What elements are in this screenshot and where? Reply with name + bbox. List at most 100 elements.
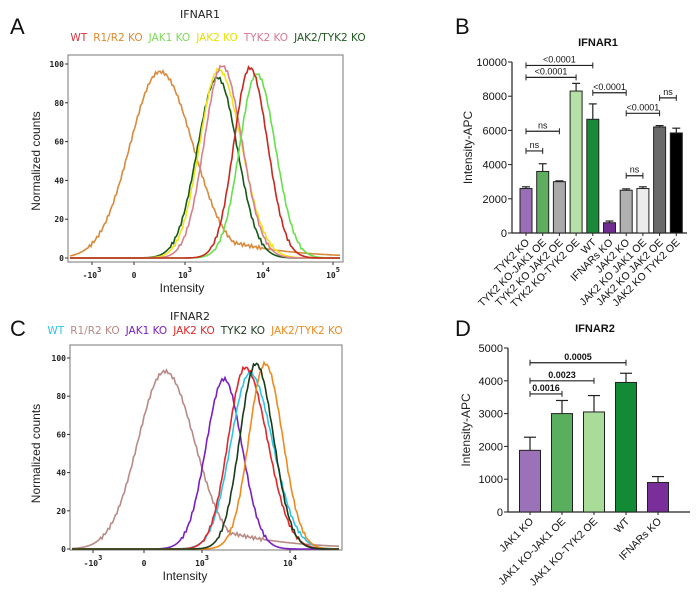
x-tick-exponent: 3 — [205, 554, 209, 562]
x-tick-exponent: 3 — [188, 266, 192, 274]
x-tick-label: WT — [612, 515, 632, 535]
y-tick-label: 60 — [56, 430, 66, 439]
bar — [636, 188, 650, 234]
y-tick-label: 80 — [56, 392, 66, 401]
legend-entry: TYK2 KO — [220, 325, 265, 337]
histogram-curve-tyk2-ko — [72, 362, 339, 550]
x-tick-label: 105 — [326, 266, 340, 280]
bar — [519, 449, 541, 513]
bar — [653, 126, 667, 234]
x-tick-base: 10 — [178, 271, 188, 280]
legend: WT R1/R2 KO JAK1 KO JAK2 KO TYK2 KO JAK2/TYK2… — [70, 32, 365, 44]
y-tick-label: 8000 — [483, 91, 507, 103]
y-tick-label: 4000 — [479, 376, 503, 388]
x-tick-label: 0 — [132, 271, 137, 280]
bar — [647, 481, 669, 513]
y-axis-label: Intensity-APC — [459, 393, 473, 467]
histogram-curve-wt — [70, 64, 340, 259]
bar — [583, 411, 605, 513]
x-tick-base: 0 — [142, 559, 147, 568]
legend-entry: WT — [70, 32, 87, 44]
x-tick-base: 10 — [256, 271, 266, 280]
x-tick-exponent: 5 — [336, 266, 340, 274]
significance-label: 0.0016 — [532, 383, 560, 393]
histogram-curve-r1-r2-ko — [71, 368, 340, 550]
y-tick-label: 20 — [56, 507, 66, 516]
y-tick-label: 2000 — [483, 194, 507, 206]
x-tick-base: 0 — [132, 271, 137, 280]
significance-label: <0.0001 — [627, 102, 660, 112]
legend-entry: JAK1 KO — [125, 325, 168, 337]
y-tick-label: 60 — [54, 138, 64, 147]
x-tick-base: -10 — [84, 559, 99, 568]
y-tick-label: 3000 — [479, 409, 503, 421]
x-tick-label: 104 — [256, 266, 270, 280]
x-tick-base: 10 — [283, 559, 293, 568]
x-tick-label: 104 — [283, 554, 297, 568]
x-tick-label: -103 — [83, 266, 102, 280]
y-tick-label: 5000 — [479, 343, 503, 355]
y-tick-label: 40 — [56, 469, 66, 478]
y-tick-label: 2000 — [479, 441, 503, 453]
y-tick-label: 40 — [54, 176, 64, 185]
y-tick-label: 100 — [50, 60, 65, 69]
panel-label-b: B — [455, 14, 470, 39]
panel-label-a: A — [10, 14, 25, 39]
x-tick-label: 103 — [178, 266, 192, 280]
bar — [603, 222, 616, 234]
y-tick-label: 1000 — [479, 474, 503, 486]
chart-title: IFNAR1 — [180, 8, 220, 21]
chart-title: IFNAR1 — [578, 37, 618, 49]
significance-label: ns — [538, 120, 548, 130]
significance-label: <0.0001 — [535, 66, 568, 76]
significance-label: ns — [630, 165, 640, 175]
y-axis-label: Normalized counts — [29, 111, 43, 210]
y-tick-label: 4000 — [483, 160, 507, 172]
significance-label: ns — [530, 140, 540, 150]
x-tick-exponent: 4 — [266, 266, 270, 274]
y-tick-label: 100 — [52, 354, 67, 363]
legend-entry: R1/R2 KO — [93, 32, 142, 44]
x-axis-label: Intensity — [163, 569, 208, 583]
legend-entry: JAK2/TYK2 KO — [293, 32, 366, 44]
x-tick-base: 10 — [326, 271, 336, 280]
significance-label: ns — [663, 87, 673, 97]
x-tick-base: -10 — [83, 271, 98, 280]
x-axis-label: Intensity — [160, 281, 205, 295]
y-tick-label: 10000 — [476, 57, 507, 69]
bar — [586, 118, 600, 234]
plot-frame — [69, 344, 343, 551]
bar — [669, 132, 683, 234]
bar-chart-ifnar2: IFNAR2 0 1000 2000 3000 4000 5000 Intensity-APC… — [459, 323, 690, 588]
bar — [536, 170, 550, 234]
y-axis-label: Intensity-APC — [461, 110, 475, 184]
legend-entry: JAK2/TYK2 KO — [270, 325, 343, 337]
bar — [551, 413, 573, 513]
x-tick-base: 10 — [195, 559, 205, 568]
y-tick-label: 20 — [54, 215, 64, 224]
y-tick-label: 0 — [61, 545, 66, 554]
x-tick-exponent: 3 — [97, 266, 101, 274]
bar-chart-ifnar1: IFNAR1 0 2000 4000 6000 8000 10000 Intensity-AP… — [461, 37, 687, 310]
y-tick-label: 6000 — [483, 125, 507, 137]
y-axis-label: Normalized counts — [29, 404, 43, 503]
bar — [619, 189, 633, 234]
y-tick-label: 0 — [59, 254, 64, 263]
legend-entry: R1/R2 KO — [70, 325, 119, 337]
chart-title: IFNAR2 — [170, 310, 210, 323]
chart-title: IFNAR2 — [575, 323, 615, 335]
bar — [615, 381, 637, 513]
histogram-curve-r1-r2-ko — [69, 68, 341, 257]
y-tick-label: 0 — [501, 228, 507, 240]
y-tick-label: 0 — [497, 507, 503, 519]
significance-label: 0.0023 — [548, 370, 576, 380]
legend-entry: JAK1 KO — [148, 32, 191, 44]
bar — [569, 90, 583, 234]
significance-label: 0.0005 — [564, 352, 592, 362]
x-tick-exponent: 3 — [98, 554, 102, 562]
x-tick-label: 103 — [195, 554, 209, 568]
histogram-curve-jak2-tyk2-ko — [70, 76, 340, 259]
x-tick-label: 0 — [142, 559, 147, 568]
panel-label-c: C — [10, 316, 26, 341]
